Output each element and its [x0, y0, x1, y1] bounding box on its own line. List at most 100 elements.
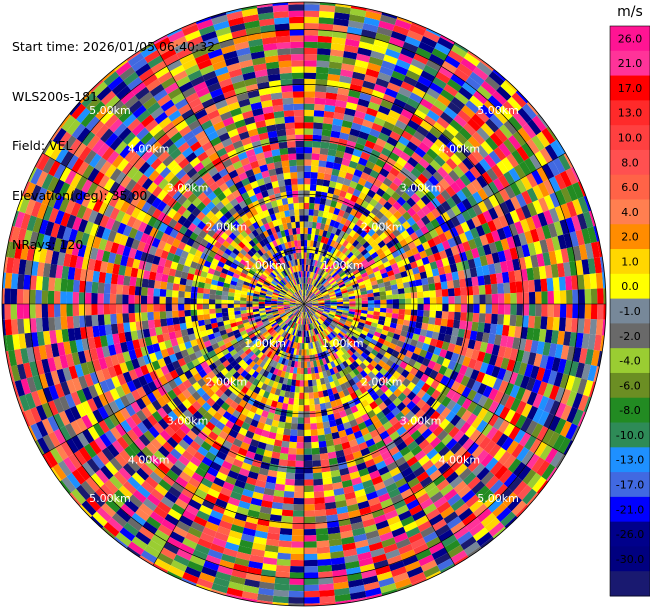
velocity-gate [472, 392, 483, 405]
velocity-gate [356, 462, 367, 471]
velocity-gate [472, 191, 483, 204]
velocity-gate [329, 544, 344, 553]
velocity-gate [291, 322, 296, 329]
velocity-gate [312, 305, 319, 307]
velocity-gate [23, 289, 30, 304]
velocity-gate [359, 385, 368, 395]
velocity-gate [209, 308, 216, 314]
velocity-gate [236, 473, 248, 483]
velocity-gate [316, 241, 321, 249]
velocity-gate [426, 211, 436, 222]
velocity-gate [430, 491, 444, 504]
velocity-gate [428, 542, 445, 555]
velocity-gate [288, 313, 294, 319]
velocity-gate [297, 323, 300, 331]
velocity-gate [525, 172, 538, 188]
velocity-gate [146, 295, 154, 304]
velocity-gate [226, 405, 236, 415]
velocity-gate [249, 465, 261, 474]
velocity-gate [306, 311, 310, 318]
velocity-gate [428, 317, 436, 325]
velocity-gate [197, 314, 204, 321]
velocity-gate [258, 304, 265, 307]
velocity-gate [346, 349, 354, 357]
velocity-gate [517, 107, 532, 124]
velocity-gate [304, 215, 309, 222]
velocity-gate [306, 252, 310, 259]
velocity-gate [575, 362, 585, 379]
velocity-gate [459, 174, 472, 187]
velocity-gate [154, 319, 162, 328]
velocity-gate [405, 226, 415, 236]
velocity-gate [532, 199, 544, 215]
velocity-gate [4, 272, 13, 289]
velocity-gate [304, 559, 318, 567]
velocity-gate [566, 390, 578, 407]
velocity-gate [493, 204, 505, 218]
velocity-gate [414, 146, 427, 158]
velocity-gate [363, 17, 380, 27]
velocity-gate [304, 72, 317, 80]
velocity-gate [446, 280, 454, 289]
velocity-gate [440, 34, 455, 45]
velocity-gate [420, 70, 436, 83]
velocity-gate [479, 294, 486, 304]
velocity-gate [464, 366, 474, 378]
velocity-gate [317, 390, 324, 398]
velocity-gate [476, 532, 493, 547]
velocity-gate [316, 260, 321, 268]
velocity-gate [416, 315, 424, 323]
velocity-gate [425, 570, 442, 580]
velocity-gate [415, 188, 426, 199]
velocity-gate [338, 355, 346, 363]
velocity-gate [328, 142, 338, 151]
velocity-gate [380, 355, 389, 364]
velocity-gate [316, 540, 330, 548]
velocity-gate [319, 595, 336, 604]
velocity-gate [557, 358, 567, 374]
velocity-gate [4, 304, 11, 320]
velocity-gate [461, 104, 476, 119]
velocity-gate [360, 290, 368, 295]
velocity-gate [281, 323, 288, 330]
velocity-gate [292, 404, 299, 412]
velocity-gate [178, 413, 189, 424]
velocity-gate [469, 330, 478, 341]
velocity-gate [304, 312, 307, 319]
velocity-gate [315, 291, 322, 297]
velocity-gate [431, 331, 440, 340]
velocity-gate [175, 520, 191, 533]
velocity-gate [351, 344, 359, 351]
velocity-gate [404, 309, 412, 316]
velocity-gate [123, 322, 131, 333]
velocity-gate [450, 458, 464, 472]
velocity-gate [309, 265, 313, 272]
velocity-gate [354, 456, 365, 466]
velocity-gate [360, 447, 371, 457]
velocity-gate [342, 308, 350, 312]
velocity-gate [344, 44, 359, 54]
velocity-gate [114, 489, 129, 504]
velocity-gate [327, 316, 334, 321]
velocity-gate [225, 593, 242, 600]
velocity-gate [491, 164, 504, 178]
velocity-gate [494, 128, 508, 143]
velocity-gate [331, 168, 340, 177]
velocity-gate [371, 475, 383, 486]
velocity-gate [201, 499, 215, 510]
velocity-gate [281, 403, 289, 411]
velocity-gate [236, 382, 245, 391]
velocity-gate [565, 423, 578, 440]
velocity-gate [308, 221, 313, 228]
velocity-gate [219, 384, 228, 393]
velocity-gate [351, 257, 359, 264]
velocity-gate [536, 480, 549, 495]
velocity-gate [572, 245, 582, 261]
velocity-gate [347, 26, 363, 36]
velocity-gate [425, 59, 442, 72]
velocity-gate [305, 312, 307, 319]
velocity-gate [353, 351, 361, 358]
velocity-gate [413, 53, 429, 65]
velocity-gate [366, 134, 378, 144]
velocity-gate [215, 380, 224, 389]
